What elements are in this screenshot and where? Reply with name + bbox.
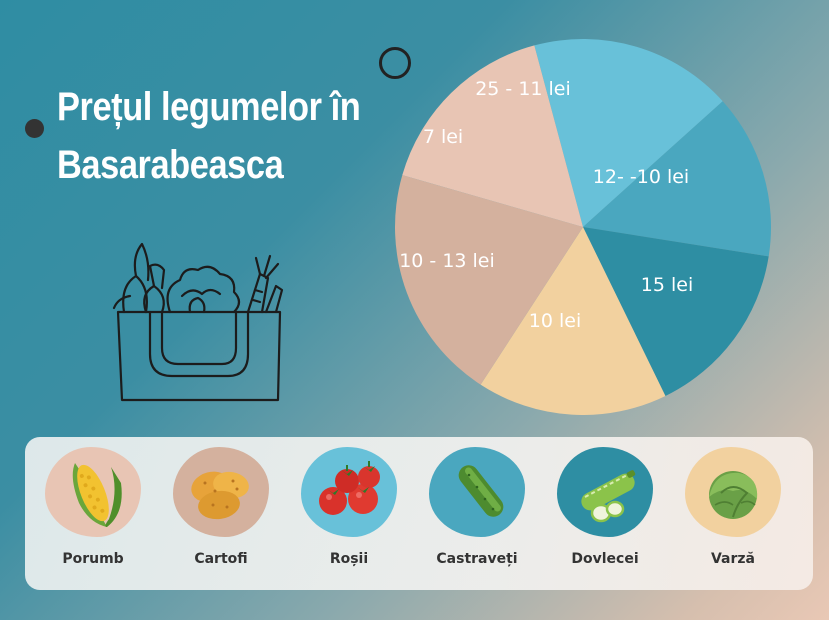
pie-slice-label: 7 lei [423, 126, 463, 148]
potato-icon [191, 471, 249, 520]
corn-icon [72, 463, 122, 527]
pie-slice-label: 15 lei [641, 274, 693, 296]
vegetable-label: Cartofi [194, 551, 248, 567]
price-pie-chart: 25 - 11 lei 12- -10 lei 15 lei 10 lei 10 - 1… [395, 39, 771, 415]
vegetable-item-porumb: Porumb [25, 447, 145, 582]
title-line-1: Prețul legumelor în [57, 85, 361, 129]
pie-slice-label: 10 lei [529, 310, 581, 332]
pie-slice [583, 101, 771, 257]
tomato-icon [319, 461, 380, 515]
zucchini-icon [581, 470, 636, 523]
vegetable-label: Porumb [62, 551, 124, 567]
vegetable-item-cartofi: Cartofi [153, 447, 273, 582]
decorative-ring [379, 47, 411, 79]
pie-slice-label: 12- -10 lei [593, 166, 689, 188]
vegetable-label: Dovlecei [571, 551, 639, 567]
vegetable-item-varza: Varză [665, 447, 785, 582]
vegetable-label: Roșii [329, 551, 369, 567]
cucumber-icon [458, 465, 504, 517]
cabbage-icon [709, 471, 758, 519]
pie-slice-label: 10 - 13 lei [399, 250, 495, 272]
vegetables-panel: Porumb Cartofi [25, 437, 813, 590]
vegetable-label: Castraveți [436, 551, 518, 567]
pie-slice-label: 25 - 11 lei [475, 78, 571, 100]
vegetable-item-castraveti: Castraveți [409, 447, 529, 582]
pie-slice [402, 45, 583, 227]
pie-slice [395, 175, 583, 385]
page-title: Prețul legumelor în Basarabeasca [57, 78, 367, 194]
pie-slice [534, 39, 723, 228]
grocery-bag-icon [112, 242, 284, 402]
vegetable-label: Varză [710, 551, 756, 567]
vegetable-item-dovlecei: Dovlecei [537, 447, 657, 582]
pie-slice [583, 227, 769, 396]
decorative-dot [25, 119, 44, 138]
title-line-2: Basarabeasca [57, 143, 284, 187]
pie-slice [480, 227, 666, 415]
vegetable-item-rosii: Roșii [281, 447, 401, 582]
